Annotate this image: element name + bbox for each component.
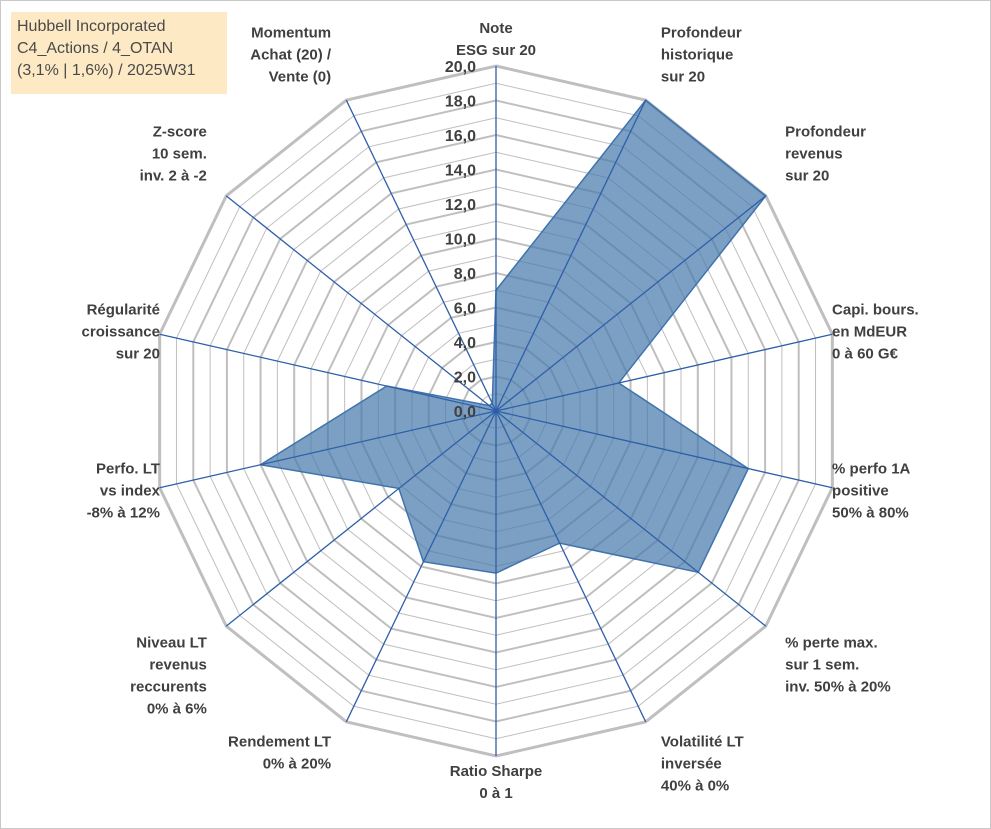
title-box: Hubbell Incorporated C4_Actions / 4_OTAN…	[11, 12, 227, 94]
axis-label: % perfo 1A positive 50% à 80%	[832, 460, 911, 521]
axis-spoke	[495, 410, 647, 723]
series-area	[258, 99, 767, 574]
axis-label-line: Profondeur	[785, 123, 866, 140]
axis-label-line: Z-score	[153, 123, 207, 140]
tick-label: 20,0	[445, 59, 476, 76]
series-layer	[258, 99, 767, 574]
axis-spoke	[495, 195, 767, 412]
axis-spoke	[495, 99, 647, 412]
axis-label-line: inv. 2 à -2	[140, 167, 207, 184]
axis-label: Régularité croissance sur 20	[82, 302, 160, 363]
axis-label-line: Ratio Sharpe	[450, 763, 543, 780]
tick-label: 14,0	[445, 163, 476, 180]
axis-label-line: Capi. bours.	[832, 302, 919, 319]
axis-label-line: historique	[661, 46, 734, 63]
axis-label-line: sur 20	[116, 346, 160, 363]
axis-label-line: Vente (0)	[269, 68, 332, 85]
axis-spoke	[225, 410, 497, 627]
axis-spoke	[495, 410, 767, 627]
axis-label-line: sur 20	[785, 167, 829, 184]
axis-label-line: Momentum	[251, 24, 331, 41]
axis-label-line: 0 à 60 G€	[832, 346, 899, 363]
tick-label: 4,0	[454, 335, 476, 352]
tick-label: 18,0	[445, 94, 476, 111]
axis-label-line: reccurents	[130, 679, 207, 696]
axis-label-line: revenus	[149, 657, 207, 674]
axis-label-line: 10 sem.	[152, 145, 207, 162]
tick-label: 6,0	[454, 301, 476, 318]
axis-label: Note ESG sur 20	[456, 20, 536, 59]
axis-label-line: revenus	[785, 145, 843, 162]
axis-label-line: -8% à 12%	[87, 504, 160, 521]
axis-label: Niveau LT revenus reccurents 0% à 6%	[130, 635, 207, 718]
axis-label-line: 0% à 20%	[263, 756, 331, 773]
axis-spoke	[495, 410, 833, 489]
tick-label: 16,0	[445, 128, 476, 145]
axis-label-line: sur 1 sem.	[785, 657, 859, 674]
tick-label: 8,0	[454, 266, 476, 283]
axis-label: Perfo. LT vs index -8% à 12%	[87, 460, 161, 521]
axis-label-line: Rendement LT	[228, 734, 331, 751]
axis-label-line: Niveau LT	[136, 635, 207, 652]
axis-label-line: Profondeur	[661, 24, 742, 41]
axis-label-line: inv. 50% à 20%	[785, 679, 891, 696]
axis-label: Z-score 10 sem. inv. 2 à -2	[140, 123, 207, 184]
title-line-3: (3,1% | 1,6%) / 2025W31	[17, 62, 196, 79]
axis-label-line: % perfo 1A	[832, 460, 911, 477]
axis-label-line: Régularité	[87, 302, 160, 319]
axis-label: Profondeur revenus sur 20	[785, 123, 866, 184]
axis-label-line: sur 20	[661, 68, 705, 85]
axis-label: Profondeur historique sur 20	[661, 24, 742, 85]
tick-label: 12,0	[445, 197, 476, 214]
axis-label-line: Note	[479, 20, 512, 37]
axis-spoke	[159, 410, 497, 489]
title-line-2: C4_Actions / 4_OTAN	[17, 40, 174, 57]
axis-label: Rendement LT 0% à 20%	[228, 734, 331, 773]
tick-label: 10,0	[445, 232, 476, 249]
tick-layer: 0,0 2,0 4,0 6,0 8,0 10,0 12,0 14,0 16,0 18,0 20,0	[445, 59, 476, 421]
axis-label-line: 40% à 0%	[661, 778, 729, 795]
axis-spoke	[345, 99, 497, 412]
axis-label-line: positive	[832, 482, 889, 499]
axis-label-line: inversée	[661, 756, 722, 773]
axis-spoke	[159, 333, 497, 412]
axis-label-line: Perfo. LT	[96, 460, 160, 477]
title-line-1: Hubbell Incorporated	[17, 18, 166, 35]
tick-label: 2,0	[454, 370, 476, 387]
axis-label: % perte max. sur 1 sem. inv. 50% à 20%	[785, 635, 891, 696]
axis-label: Capi. bours. en MdEUR 0 à 60 G€	[832, 302, 919, 363]
axis-label-line: croissance	[82, 324, 160, 341]
axis-spoke	[495, 333, 833, 412]
axis-label: Momentum Achat (20) / Vente (0)	[250, 24, 332, 85]
axis-label-layer: Note ESG sur 20 Profondeur historique sur 20…	[82, 20, 919, 802]
axis-label: Volatilité LT inversée 40% à 0%	[661, 734, 744, 795]
axis-label-line: en MdEUR	[832, 324, 907, 341]
axis-label-line: % perte max.	[785, 635, 878, 652]
axis-spoke	[345, 410, 497, 723]
axis-label-line: ESG sur 20	[456, 42, 536, 59]
axis-label-line: Achat (20) /	[250, 46, 332, 63]
axis-label: Ratio Sharpe 0 à 1	[450, 763, 543, 802]
axis-label-line: vs index	[100, 482, 161, 499]
axis-label-line: 0% à 6%	[147, 701, 207, 718]
spoke-layer	[159, 66, 833, 756]
tick-label: 0,0	[454, 404, 476, 421]
axis-spoke	[225, 195, 497, 412]
axis-label-line: 0 à 1	[479, 785, 512, 802]
axis-label-line: 50% à 80%	[832, 504, 909, 521]
axis-label-line: Volatilité LT	[661, 734, 744, 751]
